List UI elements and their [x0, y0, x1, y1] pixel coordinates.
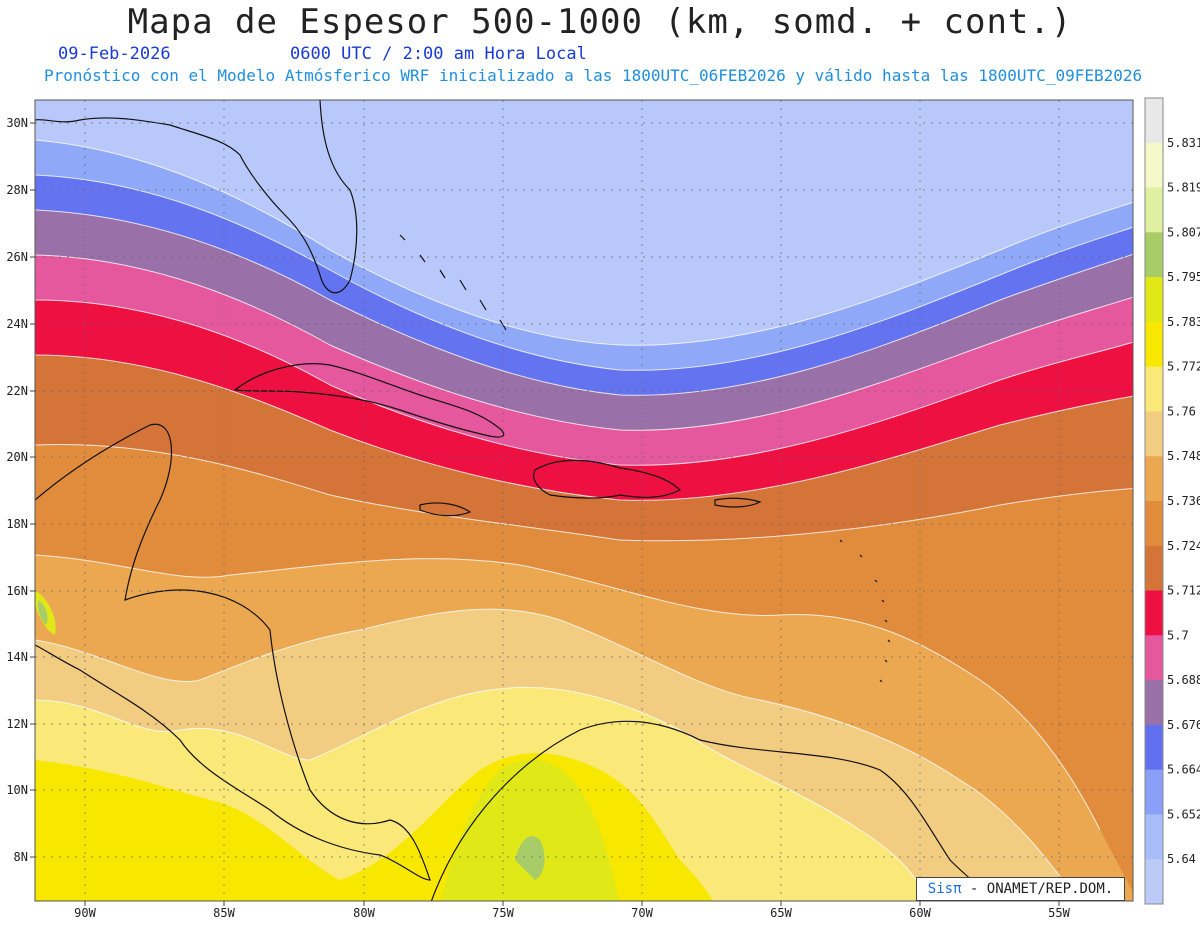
lat-label: 8N	[14, 850, 28, 864]
legend-swatch	[1145, 501, 1163, 547]
lon-label: 65W	[770, 906, 792, 920]
lon-label: 85W	[213, 906, 235, 920]
legend-level: 5.807	[1167, 225, 1200, 239]
legend-border	[1144, 97, 1164, 905]
map-area	[35, 100, 1133, 901]
legend-level: 5.724	[1167, 539, 1200, 553]
legend-level: 5.64	[1167, 852, 1196, 866]
valid-date: 09-Feb-2026	[58, 44, 171, 64]
legend-swatch	[1145, 859, 1163, 905]
lat-label: 14N	[6, 650, 28, 664]
lat-label: 30N	[6, 116, 28, 130]
legend-swatch	[1145, 680, 1163, 726]
lat-label: 10N	[6, 783, 28, 797]
legend-level: 5.676	[1167, 718, 1200, 732]
legend-swatch	[1145, 545, 1163, 592]
legend-level: 5.76	[1167, 404, 1196, 418]
credit-box: Sisπ - ONAMET/REP.DOM.	[916, 877, 1125, 901]
legend-swatch	[1145, 232, 1163, 278]
legend-level: 5.748	[1167, 449, 1200, 463]
lon-label: 70W	[631, 906, 653, 920]
lat-label: 16N	[6, 584, 28, 598]
legend-level: 5.831	[1167, 136, 1200, 150]
legend-level: 5.664	[1167, 763, 1200, 777]
legend-level: 5.783	[1167, 315, 1200, 329]
lat-label: 20N	[6, 450, 28, 464]
legend-level: 5.652	[1167, 807, 1200, 821]
legend-swatch	[1145, 98, 1163, 144]
contour-lines	[35, 139, 1133, 901]
legend-swatch	[1145, 456, 1163, 502]
credit-text: - ONAMET/REP.DOM.	[961, 881, 1114, 897]
lat-label: 22N	[6, 384, 28, 398]
forecast-subtitle: Pronóstico con el Modelo Atmósferico WRF…	[44, 66, 1143, 85]
band-14	[515, 836, 545, 880]
legend-swatch	[1145, 814, 1163, 860]
lat-label: 12N	[6, 717, 28, 731]
latitude-axis: 30N 28N 26N 24N 22N 20N 18N 16N 14N 12N 10N 8N	[6, 116, 35, 864]
lat-label: 18N	[6, 517, 28, 531]
lat-label: 26N	[6, 250, 28, 264]
legend-swatch	[1145, 366, 1163, 412]
color-legend: 5.831 5.819 5.807 5.795 5.783 5.772 5.76 5.748 5…	[1144, 97, 1200, 905]
legend-level: 5.795	[1167, 270, 1200, 284]
map-frame	[34, 99, 1134, 902]
legend-swatch	[1145, 187, 1163, 233]
legend-level: 5.819	[1167, 181, 1200, 195]
legend-level: 5.772	[1167, 360, 1200, 374]
legend-swatch	[1145, 277, 1163, 323]
legend-swatch	[1145, 724, 1163, 771]
lat-label: 24N	[6, 317, 28, 331]
legend-level: 5.736	[1167, 494, 1200, 508]
map-title: Mapa de Espesor 500-1000 (km, somd. + co…	[127, 2, 1073, 42]
lat-label: 28N	[6, 183, 28, 197]
band-13	[440, 759, 620, 901]
legend-swatch	[1145, 769, 1163, 815]
band-16	[38, 600, 48, 625]
legend-level: 5.688	[1167, 673, 1200, 687]
lon-label: 80W	[353, 906, 375, 920]
valid-time: 0600 UTC / 2:00 am Hora Local	[290, 44, 587, 64]
coastlines	[35, 100, 997, 901]
lon-label: 60W	[909, 906, 931, 920]
legend-swatch	[1145, 321, 1163, 368]
legend-swatch	[1145, 411, 1163, 457]
lon-label: 90W	[74, 906, 96, 920]
lon-label: 75W	[492, 906, 514, 920]
legend-swatch	[1145, 142, 1163, 189]
credit-brand: Sisπ	[927, 881, 962, 897]
legend-swatch	[1145, 635, 1163, 681]
legend-swatch	[1145, 590, 1163, 636]
longitude-axis: 90W 85W 80W 75W 70W 65W 60W 55W	[74, 901, 1071, 920]
legend-level: 5.7	[1167, 628, 1189, 642]
legend-level: 5.712	[1167, 584, 1200, 598]
lon-label: 55W	[1048, 906, 1070, 920]
graticule	[35, 100, 1133, 901]
